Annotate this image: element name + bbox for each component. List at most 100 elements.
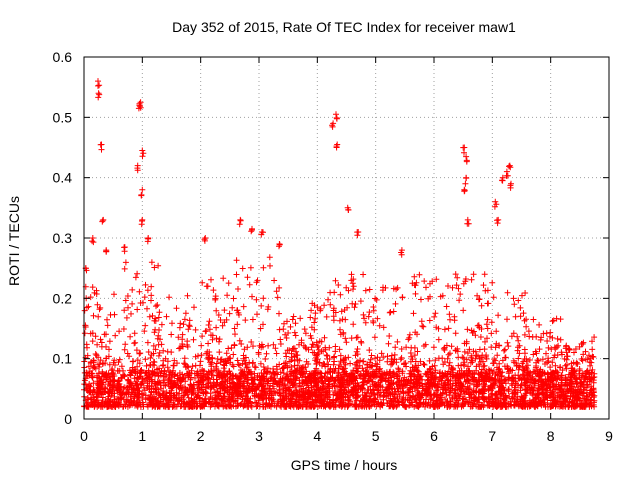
data-point — [519, 292, 525, 299]
data-point — [200, 390, 207, 396]
data-point — [514, 333, 521, 340]
data-point — [202, 384, 209, 391]
data-point — [404, 389, 411, 396]
data-point — [473, 367, 480, 374]
data-point — [123, 399, 130, 406]
data-point — [96, 383, 103, 390]
data-point — [139, 186, 146, 193]
data-point — [545, 355, 552, 362]
data-point — [104, 322, 111, 329]
data-point — [463, 356, 470, 363]
data-point — [238, 367, 244, 373]
data-point — [219, 322, 226, 329]
data-point — [483, 373, 490, 380]
data-point — [353, 394, 360, 401]
data-point — [522, 290, 529, 296]
data-point — [298, 339, 305, 346]
data-point — [482, 383, 489, 390]
data-point — [343, 339, 350, 346]
data-point — [538, 387, 545, 394]
data-point — [220, 275, 227, 282]
data-point — [140, 391, 147, 398]
data-point — [470, 328, 477, 335]
data-point — [461, 348, 468, 355]
data-point — [460, 307, 467, 314]
data-point — [334, 391, 341, 398]
data-point — [143, 377, 150, 384]
data-point — [494, 217, 500, 224]
data-point — [190, 399, 197, 406]
y-axis-label: ROTI / TECUs — [6, 196, 22, 286]
data-point — [496, 342, 503, 349]
data-point — [323, 313, 330, 320]
data-point — [106, 390, 112, 397]
data-point — [566, 346, 573, 353]
data-point — [181, 355, 188, 362]
data-point — [435, 336, 442, 343]
data-point — [541, 399, 548, 406]
data-point — [165, 368, 172, 374]
data-point — [361, 315, 368, 322]
data-point — [490, 294, 497, 301]
data-point — [403, 344, 410, 351]
data-point — [370, 318, 376, 324]
data-point — [492, 377, 499, 384]
data-point — [157, 402, 164, 409]
data-point — [213, 307, 220, 314]
data-point — [422, 400, 429, 407]
data-point — [284, 377, 291, 384]
data-point — [518, 393, 525, 400]
data-point — [516, 342, 523, 349]
data-point — [476, 296, 483, 303]
data-point — [554, 352, 561, 358]
data-point — [286, 347, 293, 354]
data-point — [407, 367, 414, 374]
data-point — [274, 294, 281, 301]
data-point — [571, 349, 577, 356]
data-point — [468, 354, 475, 361]
data-point — [342, 335, 349, 342]
data-point — [393, 381, 400, 388]
data-point — [479, 401, 486, 408]
data-point — [352, 380, 359, 387]
data-point — [407, 384, 414, 391]
data-point — [134, 357, 141, 364]
data-point — [539, 369, 546, 376]
data-point — [152, 346, 159, 353]
data-point — [336, 362, 343, 368]
data-point — [128, 310, 134, 317]
data-point — [420, 323, 427, 330]
data-point — [209, 382, 216, 389]
data-point — [94, 341, 101, 348]
data-point — [226, 368, 233, 375]
data-point — [357, 357, 363, 364]
data-point — [473, 352, 480, 359]
data-point — [362, 319, 369, 326]
data-point — [416, 393, 423, 400]
data-point — [568, 388, 575, 395]
data-point — [591, 370, 598, 377]
data-point — [446, 362, 452, 369]
data-point — [588, 402, 595, 409]
data-point — [379, 377, 386, 384]
data-point — [99, 397, 106, 404]
data-point — [315, 346, 322, 353]
data-point — [120, 371, 127, 378]
data-point — [164, 348, 171, 355]
data-point — [101, 388, 108, 395]
data-point — [180, 393, 187, 399]
data-point — [359, 376, 366, 383]
data-point — [155, 332, 162, 339]
data-point — [576, 397, 583, 404]
data-point — [277, 375, 284, 382]
data-point — [398, 377, 405, 384]
x-tick-label: 1 — [138, 428, 146, 444]
data-point — [354, 334, 361, 341]
data-point — [526, 403, 533, 410]
data-point — [199, 333, 206, 340]
data-point — [205, 322, 212, 328]
data-point — [287, 398, 294, 405]
data-point — [390, 380, 397, 387]
data-point — [562, 392, 569, 399]
